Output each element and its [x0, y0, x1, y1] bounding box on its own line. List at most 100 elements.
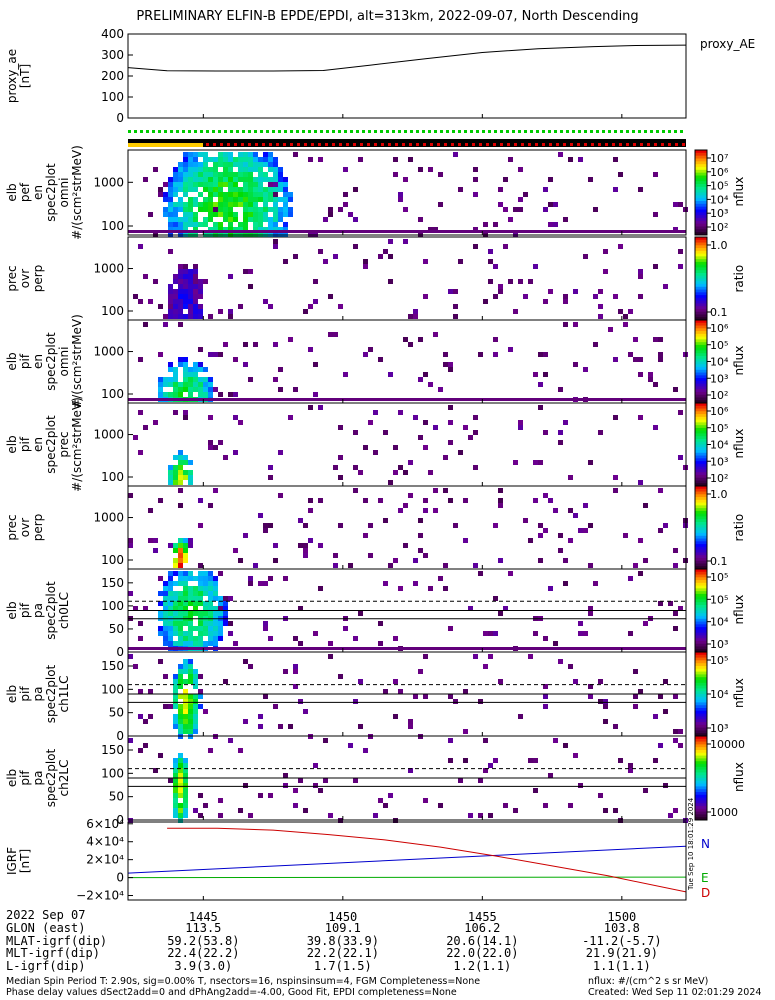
- heatmap-cell: [188, 571, 193, 576]
- colorbar-segment: [695, 350, 707, 354]
- heatmap-cell: [548, 202, 553, 207]
- status-red-tick: [311, 143, 314, 146]
- colorbar-segment: [695, 226, 707, 230]
- heatmap-cell: [243, 783, 248, 788]
- heatmap-cell: [183, 538, 188, 543]
- heatmap-cells-6: [128, 488, 688, 568]
- ylabel-line: pa: [31, 603, 45, 618]
- heatmap-cell: [228, 621, 233, 626]
- heatmap-cell: [213, 488, 218, 493]
- heatmap-cell: [128, 591, 133, 596]
- heatmap-cell: [173, 274, 178, 279]
- heatmap-cell: [198, 498, 203, 503]
- heatmap-cell: [278, 387, 283, 392]
- heatmap-cell: [238, 304, 243, 309]
- heatmap-cell: [558, 533, 563, 538]
- heatmap-cell: [573, 362, 578, 367]
- heatmap-cell: [218, 222, 223, 227]
- heatmap-cell: [328, 654, 333, 659]
- heatmap-cell: [208, 596, 213, 601]
- heatmap-cell: [653, 714, 658, 719]
- status-green-tick: [368, 130, 371, 133]
- heatmap-cell: [408, 157, 413, 162]
- heatmap-cell: [578, 528, 583, 533]
- heatmap-cell: [633, 337, 638, 342]
- status-red-tick: [591, 143, 594, 146]
- heatmap-cell: [313, 362, 318, 367]
- colorbar-segment: [695, 618, 707, 623]
- heatmap-cell: [203, 387, 208, 392]
- heatmap-cell: [173, 719, 178, 724]
- heatmap-cell: [248, 197, 253, 202]
- heatmap-cell: [278, 187, 283, 192]
- heatmap-cell: [178, 596, 183, 601]
- heatmap-cell: [193, 808, 198, 813]
- status-green-tick: [398, 130, 401, 133]
- colorbar-segment: [695, 150, 707, 154]
- colorbar-segment: [695, 458, 707, 462]
- colorbar-segment: [695, 322, 707, 327]
- colorbar-segment: [695, 355, 707, 360]
- heatmap-cell: [228, 162, 233, 167]
- heatmap-cell: [218, 596, 223, 601]
- heatmap-cell: [168, 314, 173, 319]
- heatmap-cell: [268, 576, 273, 581]
- heatmap-cell: [263, 621, 268, 626]
- heatmap-cell: [158, 576, 163, 581]
- colorbar-tick-label: 1000: [710, 806, 738, 819]
- heatmap-cell: [513, 207, 518, 212]
- heatmap-cell: [303, 808, 308, 813]
- heatmap-cell: [638, 187, 643, 192]
- colorbar-tick-label: 10⁴: [710, 439, 729, 452]
- heatmap-cell: [163, 197, 168, 202]
- heatmap-cell: [168, 294, 173, 299]
- status-green-tick: [296, 130, 299, 133]
- heatmap-cell: [233, 172, 238, 177]
- heatmap-cell: [193, 372, 198, 377]
- heatmap-cell: [328, 641, 333, 646]
- heatmap-cell: [213, 187, 218, 192]
- colorbar-segment: [695, 752, 707, 757]
- heatmap-cell: [283, 187, 288, 192]
- heatmap-cell: [218, 202, 223, 207]
- heatmap-cell: [553, 222, 558, 227]
- status-green-tick: [680, 130, 683, 133]
- heatmap-cell: [273, 222, 278, 227]
- heatmap-cell: [618, 244, 623, 249]
- heatmap-cell: [213, 162, 218, 167]
- heatmap-cell: [408, 342, 413, 347]
- status-green-tick: [440, 130, 443, 133]
- heatmap-cell: [423, 294, 428, 299]
- heatmap-cell: [673, 694, 678, 699]
- heatmap-cell: [178, 182, 183, 187]
- heatmap-cell: [273, 212, 278, 217]
- heatmap-cell: [288, 207, 293, 212]
- colorbar-segment: [695, 761, 707, 765]
- heatmap-cell: [478, 352, 483, 357]
- heatmap-cell: [218, 601, 223, 606]
- heatmap-cell: [388, 254, 393, 259]
- colorbar-tick-label: 10⁵: [710, 571, 728, 584]
- heatmap-cell: [653, 382, 658, 387]
- heatmap-cell: [223, 455, 228, 460]
- heatmap-cell: [248, 207, 253, 212]
- heatmap-cell: [338, 523, 343, 528]
- heatmap-cell: [358, 679, 363, 684]
- colorbar-segment: [695, 806, 707, 810]
- colorbar-segment: [695, 275, 707, 279]
- colorbar-segment: [695, 808, 707, 813]
- heatmap-cell: [243, 217, 248, 222]
- colorbar-label: nflux: [732, 346, 746, 376]
- heatmap-cell: [613, 415, 618, 420]
- colorbar-segment: [695, 668, 707, 673]
- ylabel-line: #/(scm²strMeV): [70, 397, 84, 492]
- heatmap-cell: [223, 162, 228, 167]
- heatmap-cell: [533, 264, 538, 269]
- heatmap-cell: [268, 152, 273, 157]
- heatmap-cell: [408, 460, 413, 465]
- heatmap-cell: [188, 475, 193, 480]
- heatmap-cell: [223, 679, 228, 684]
- heatmap-cell: [348, 563, 353, 568]
- heatmap-cell: [178, 773, 183, 778]
